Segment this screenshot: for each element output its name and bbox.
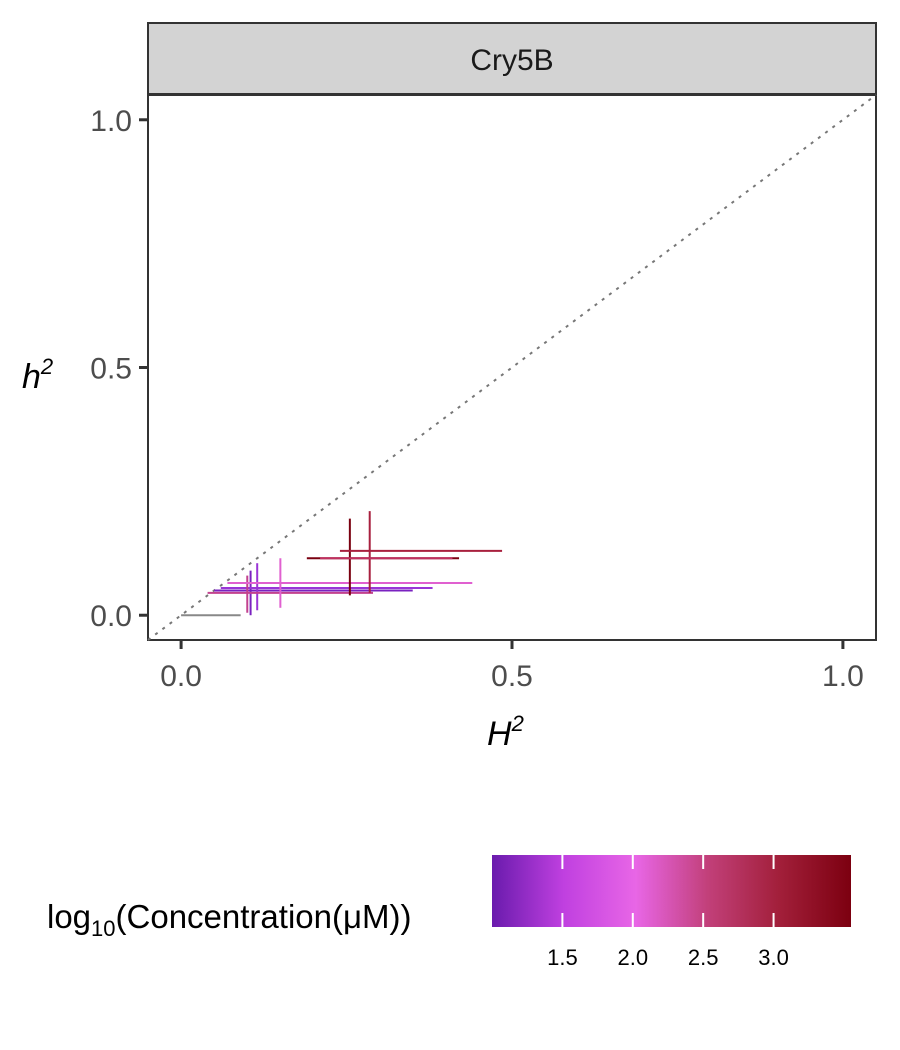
- data-point-3: [220, 563, 433, 611]
- legend-tick-label: 2.5: [688, 945, 719, 970]
- y-axis-title: h2: [22, 354, 53, 396]
- legend-tick-label: 1.5: [547, 945, 578, 970]
- legend-tick-label: 3.0: [758, 945, 789, 970]
- legend-ticks: 1.5 2.0 2.5 3.0: [547, 855, 789, 970]
- y-axis: 0.0 0.5 1.0: [90, 105, 148, 633]
- identity-reference-line: [147, 94, 877, 641]
- y-tick-label: 1.0: [90, 105, 132, 138]
- x-tick-label: 0.0: [160, 660, 202, 693]
- y-tick-label: 0.5: [90, 353, 132, 386]
- x-tick-label: 0.5: [491, 660, 533, 693]
- x-axis-title: H2: [487, 711, 524, 753]
- plot-panel: [147, 94, 877, 641]
- data-marks: [181, 511, 503, 617]
- x-tick-label: 1.0: [822, 660, 864, 693]
- legend-tick-label: 2.0: [617, 945, 648, 970]
- legend-title: log10(Concentration(μM)): [47, 898, 411, 941]
- facet-strip: Cry5B: [147, 22, 877, 95]
- color-legend: log10(Concentration(μM)) 1.5 2.0 2.5 3.0: [47, 855, 851, 970]
- legend-colorbar: [492, 855, 851, 927]
- data-point-4: [207, 575, 374, 613]
- data-point-7: [339, 511, 503, 593]
- facet-label: Cry5B: [470, 44, 553, 77]
- x-axis: 0.0 0.5 1.0: [160, 640, 864, 693]
- y-tick-label: 0.0: [90, 600, 132, 633]
